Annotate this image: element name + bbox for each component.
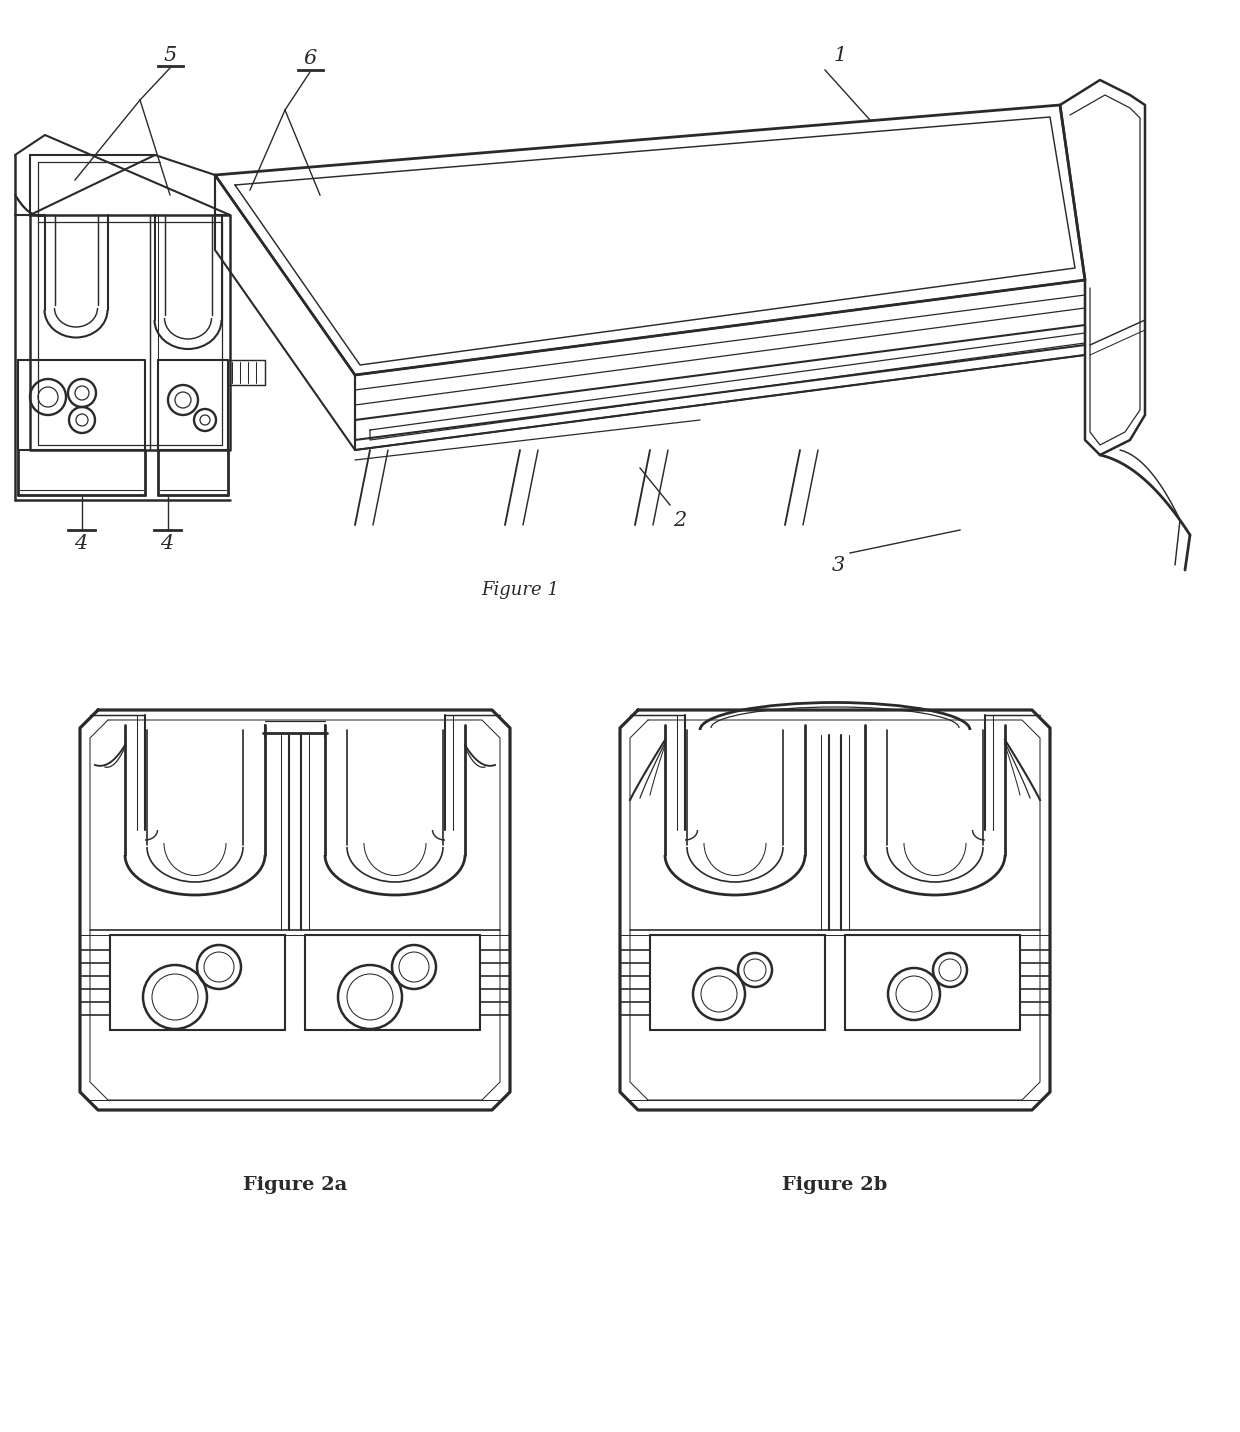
Text: Figure 1: Figure 1 bbox=[481, 581, 559, 599]
Text: 6: 6 bbox=[304, 49, 316, 67]
Text: 4: 4 bbox=[74, 534, 88, 553]
Text: Figure 2b: Figure 2b bbox=[782, 1176, 888, 1194]
Text: 2: 2 bbox=[673, 510, 687, 530]
Text: 1: 1 bbox=[833, 46, 847, 64]
Text: Figure 2a: Figure 2a bbox=[243, 1176, 347, 1194]
Text: 5: 5 bbox=[164, 46, 176, 64]
Text: 4: 4 bbox=[160, 534, 174, 553]
Text: 3: 3 bbox=[831, 556, 844, 574]
